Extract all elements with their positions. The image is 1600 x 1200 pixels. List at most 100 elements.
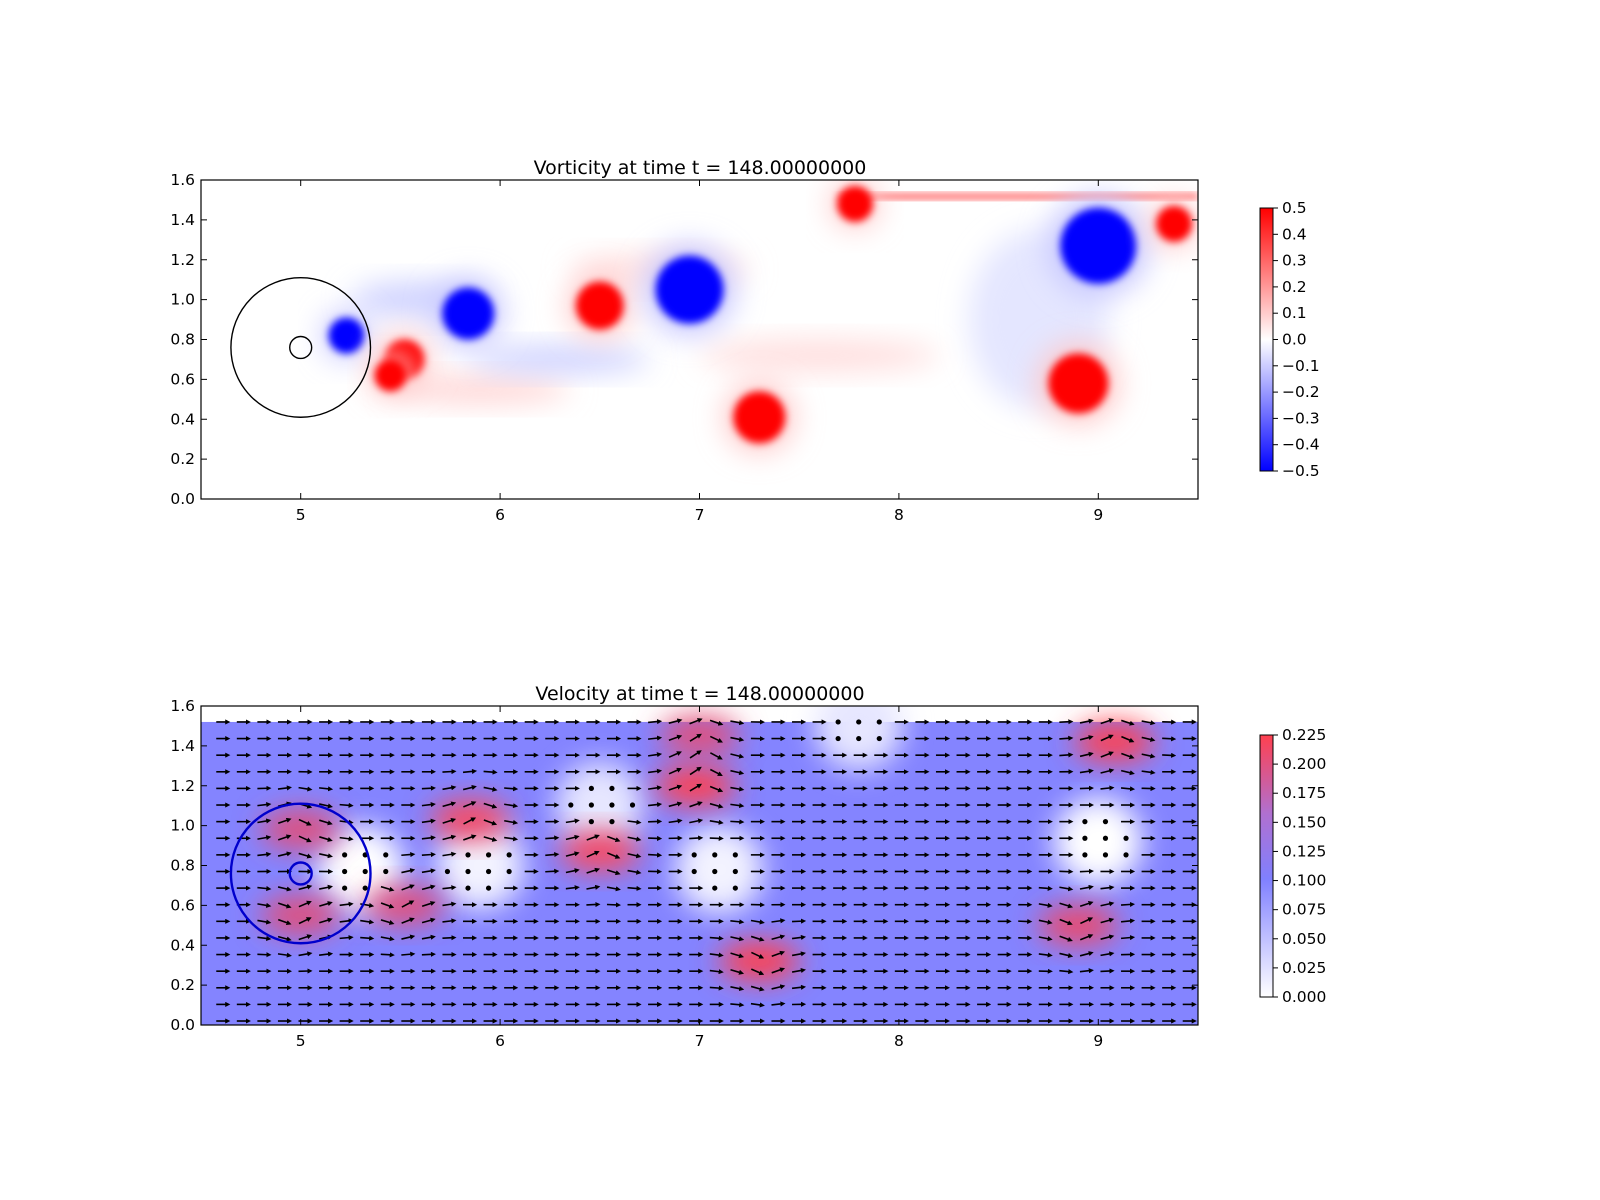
quiver-arrow [380,885,395,892]
velocity-title: Velocity at time t = 148.00000000 [535,683,864,705]
quiver-arrow [750,1002,765,1008]
quiver-dot [383,868,389,875]
quiver-dot [485,885,492,891]
quiver-dot [362,868,368,875]
quiver-arrow [627,869,642,875]
quiver-dot [342,868,348,875]
colorbar-tick-label: 0.000 [1282,988,1326,1006]
quiver-arrow [1059,969,1074,975]
velocity-quiver [216,718,1197,1024]
quiver-arrow [421,934,436,940]
quiver-dot [1123,852,1129,858]
quiver-arrow [750,985,765,992]
quiver-arrow [668,818,683,824]
quiver-arrow [1141,769,1156,775]
quiver-arrow [483,786,498,792]
quiver-arrow [709,802,724,809]
quiver-dot [1102,852,1109,858]
quiver-arrow [380,952,395,958]
quiver-arrow [277,952,292,958]
vortex [442,287,495,340]
quiver-arrow [627,836,642,842]
quiver-arrow [750,968,765,976]
quiver-arrow [771,1001,786,1007]
quiver-arrow [1100,917,1115,924]
y-tick-label: 0.6 [170,896,195,914]
vorticity-colorbar-gradient [1259,207,1274,472]
vortex [733,391,786,444]
quiver-dot [732,885,738,891]
quiver-dot [691,852,697,858]
quiver-dot [856,735,862,742]
quiver-dot [588,802,594,808]
vorticity-colorbar-ticks: 0.5 0.4 0.3 0.2 0.1 0.0 −0.1 −0.2 −0.3 −0.4 −0.5 [1273,199,1320,480]
quiver-arrow [463,801,477,808]
quiver-arrow [257,902,272,908]
quiver-arrow [1059,935,1073,942]
quiver-arrow [565,834,580,841]
x-tick-label: 5 [296,506,306,524]
quiver-arrow [709,719,724,726]
quiver-arrow [339,836,354,842]
fast-region [260,895,341,936]
colorbar-tick-label: 0.0 [1282,331,1307,349]
quiver-arrow [730,769,745,776]
quiver-dot [383,852,389,858]
quiver-arrow [360,902,375,908]
quiver-arrow [483,819,498,826]
obstacle-circle [230,276,372,418]
colorbar-tick-label: −0.2 [1282,383,1320,401]
quiver-arrow [1100,718,1115,725]
quiver-arrow [442,801,457,808]
quiver-arrow [401,884,415,891]
vorticity-filament [470,345,650,374]
quiver-arrow [401,868,416,874]
quiver-dot [588,785,594,792]
y-tick-label: 1.0 [170,291,195,309]
vortex [1156,205,1193,242]
quiver-arrow [298,786,313,792]
fast-region [260,809,341,850]
quiver-arrow [319,884,333,890]
vorticity-filament [699,339,939,372]
quiver-arrow [277,851,292,857]
fast-region [655,765,736,806]
quiver-dot [485,868,492,875]
quiver-arrow [421,802,436,808]
quiver-arrow [730,952,745,959]
vorticity-filament [390,375,570,404]
quiver-arrow [442,851,457,857]
quiver-arrow [668,767,682,775]
quiver-arrow [606,869,621,876]
quiver-arrow [1059,952,1074,958]
quiver-arrow [668,718,683,724]
quiver-arrow [709,735,723,743]
quiver-arrow [648,719,663,725]
quiver-arrow [791,967,806,974]
colorbar-tick-label: 0.125 [1282,842,1326,860]
quiver-arrow [421,835,436,841]
quiver-dot [835,735,841,742]
quiver-arrow [421,852,436,858]
quiver-arrow [545,868,560,874]
quiver-arrow [1059,719,1074,725]
quiver-arrow [648,752,663,758]
quiver-arrow [730,753,745,759]
quiver-arrow [319,836,333,842]
quiver-arrow [257,802,272,808]
quiver-dot [1082,835,1088,841]
quiver-dot [609,819,615,825]
quiver-arrow [648,852,663,858]
colorbar-tick-label: 0.075 [1282,901,1326,919]
quiver-dot [609,785,615,792]
quiver-arrow [421,818,436,824]
quiver-arrow [483,836,498,842]
quiver-arrow [462,768,478,774]
quiver-dot [506,852,512,858]
quiver-arrow [319,853,333,859]
vorticity-y-ticks: 0.0 0.2 0.4 0.6 0.8 1.0 1.2 1.4 1.6 [170,171,1198,508]
quiver-arrow [607,852,621,859]
quiver-arrow [1038,902,1053,908]
quiver-arrow [421,917,436,924]
